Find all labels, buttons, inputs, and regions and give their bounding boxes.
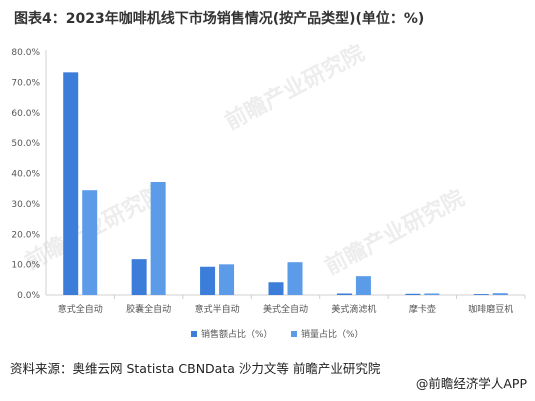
- x-category-label: 美式滴滤机: [331, 303, 376, 315]
- x-axis: 意式全自动 胶囊全自动 意式半自动 美式全自动 美式滴滤机 摩卡壶 咖啡磨豆机: [46, 294, 526, 315]
- watermark-text: 前瞻产业研究院: [221, 40, 369, 135]
- bar-volume-share: [150, 182, 166, 295]
- brand-text: @前瞻经济学人APP: [415, 376, 527, 391]
- bar-sales-share: [200, 266, 216, 295]
- source-note: 资料来源：奥维云网 Statista CBNData 沙力文等 前瞻产业研究院: [10, 361, 381, 376]
- y-tick-label: 20.0%: [11, 230, 40, 240]
- y-tick-label: 10.0%: [11, 261, 40, 271]
- bar-volume-share: [355, 276, 371, 295]
- bar-volume-share: [287, 262, 303, 295]
- legend-swatch: [291, 331, 297, 337]
- legend: 销售额占比（%） 销量占比（%）: [191, 328, 364, 340]
- x-category-label: 意式半自动: [195, 303, 240, 315]
- bar-sales-share: [131, 259, 147, 295]
- legend-label: 销量占比（%）: [301, 328, 364, 340]
- bar-sales-share: [473, 294, 489, 295]
- y-tick-label: 80.0%: [11, 48, 40, 58]
- y-tick-label: 0.0%: [17, 291, 40, 301]
- bar-volume-share: [424, 293, 440, 295]
- y-tick-label: 70.0%: [11, 78, 40, 88]
- bar-volume-share: [219, 264, 235, 295]
- brand-logo: @前瞻经济学人APP: [416, 373, 527, 392]
- legend-swatch: [191, 331, 197, 337]
- y-tick-label: 60.0%: [11, 109, 40, 119]
- x-category-label: 意式全自动: [58, 303, 103, 315]
- legend-label: 销售额占比（%）: [201, 328, 273, 340]
- x-category-label: 美式全自动: [263, 303, 308, 315]
- y-tick-label: 30.0%: [11, 200, 40, 210]
- bar-volume-share: [82, 190, 98, 295]
- chart-title: 图表4：2023年咖啡机线下市场销售情况(按产品类型)(单位：%): [14, 11, 425, 27]
- bar-volume-share: [492, 293, 508, 295]
- watermark-text: 前瞻产业研究院: [321, 185, 469, 280]
- y-tick-label: 40.0%: [11, 170, 40, 180]
- bars-layer: [63, 72, 508, 295]
- x-category-label: 摩卡壶: [409, 303, 436, 315]
- x-category-label: 咖啡磨豆机: [468, 303, 513, 315]
- y-tick-label: 50.0%: [11, 139, 40, 149]
- bar-sales-share: [336, 293, 352, 295]
- bar-sales-share: [63, 72, 79, 295]
- bar-sales-share: [405, 293, 421, 295]
- y-axis: 0.0% 10.0% 20.0% 30.0% 40.0% 50.0% 60.0% 70.0% 8…: [11, 48, 47, 301]
- x-category-label: 胶囊全自动: [126, 303, 171, 315]
- bar-sales-share: [268, 282, 284, 295]
